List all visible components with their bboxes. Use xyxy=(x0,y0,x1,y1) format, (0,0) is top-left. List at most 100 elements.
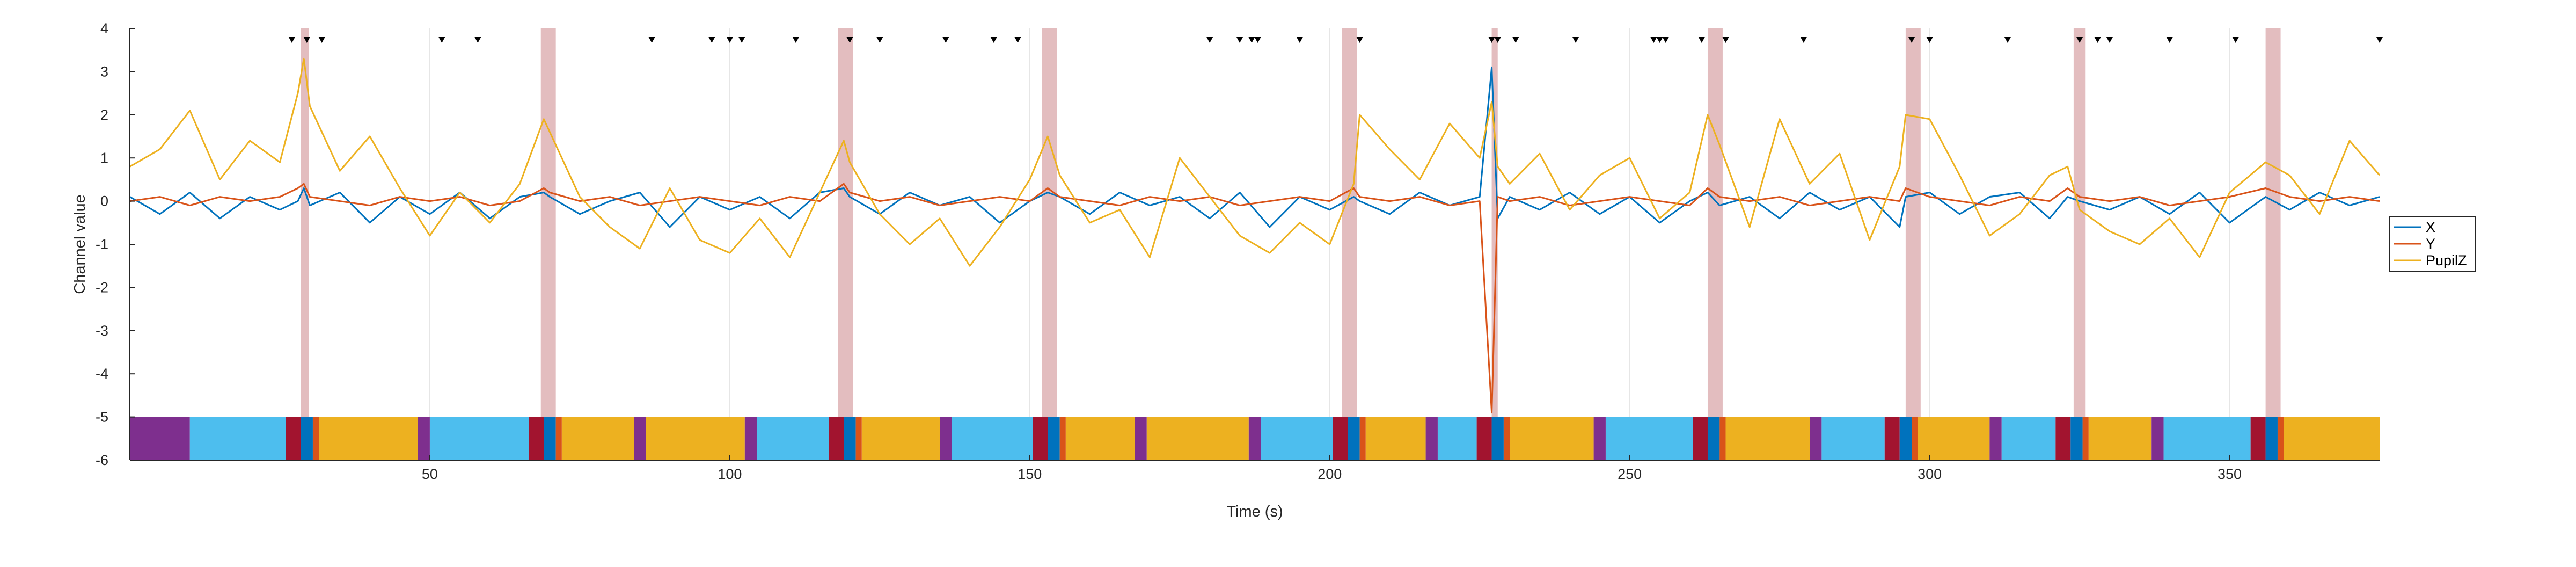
phase-segment xyxy=(189,417,286,460)
y-tick-label: 1 xyxy=(100,150,108,166)
x-tick-label: 300 xyxy=(1918,466,1942,482)
event-marker xyxy=(1662,37,1669,43)
phase-segment xyxy=(1059,417,1066,460)
event-marker xyxy=(2166,37,2173,43)
highlight-band xyxy=(1042,28,1057,460)
phase-segment xyxy=(829,417,844,460)
event-marker xyxy=(708,37,715,43)
event-marker xyxy=(2106,37,2113,43)
phase-segment xyxy=(1719,417,1726,460)
event-marker xyxy=(1698,37,1705,43)
phase-segment xyxy=(1693,417,1708,460)
phase-segment xyxy=(855,417,862,460)
series-line-x xyxy=(129,66,2380,228)
y-tick-label: -1 xyxy=(96,236,108,252)
phase-segment xyxy=(940,417,952,460)
phase-segment xyxy=(1248,417,1261,460)
phase-segment xyxy=(1491,417,1504,460)
phase-segment xyxy=(1365,417,1426,460)
event-marker xyxy=(846,37,853,43)
phase-segment xyxy=(1425,417,1438,460)
y-tick-label: -5 xyxy=(96,409,108,425)
phase-segment xyxy=(1146,417,1249,460)
event-marker xyxy=(1908,37,1915,43)
phase-segment xyxy=(529,417,544,460)
legend-label: X xyxy=(2426,219,2435,235)
event-marker xyxy=(1488,37,1495,43)
phase-segment xyxy=(1048,417,1060,460)
phase-segment xyxy=(1899,417,1912,460)
phase-segment xyxy=(2277,417,2284,460)
event-marker xyxy=(1254,37,1261,43)
event-marker xyxy=(1236,37,1243,43)
phase-segment xyxy=(301,417,313,460)
phase-segment xyxy=(286,417,301,460)
phase-bar xyxy=(130,417,2380,460)
x-tick-label: 250 xyxy=(1618,466,1642,482)
phase-segment xyxy=(1918,417,1990,460)
series-line-y xyxy=(129,183,2380,414)
event-marker xyxy=(1650,37,1657,43)
phase-segment xyxy=(2082,417,2089,460)
phase-segment xyxy=(312,417,319,460)
phase-segment xyxy=(1593,417,1606,460)
event-marker xyxy=(1296,37,1303,43)
phase-segment xyxy=(1821,417,1885,460)
phase-segment xyxy=(2265,417,2278,460)
x-tick-label: 50 xyxy=(422,466,438,482)
y-tick-label: -6 xyxy=(96,452,108,468)
event-marker xyxy=(1512,37,1519,43)
highlight-band xyxy=(1491,28,1498,460)
phase-segment xyxy=(634,417,646,460)
phase-segment xyxy=(1912,417,1918,460)
phase-segment xyxy=(1437,417,1477,460)
highlight-band xyxy=(1342,28,1357,460)
axes: -6 -5 -4 -3 -2 -1 0 1 2 3 4 50 100 150 200 250 300 350 xyxy=(96,20,2380,482)
y-tick-label: 0 xyxy=(100,193,108,209)
x-tick-label: 350 xyxy=(2218,466,2242,482)
event-marker xyxy=(726,37,733,43)
event-marker xyxy=(1494,37,1501,43)
phase-segment xyxy=(1348,417,1360,460)
legend-label: Y xyxy=(2426,236,2435,252)
y-tick-label: 2 xyxy=(100,107,108,123)
event-marker xyxy=(1356,37,1363,43)
series-lines xyxy=(129,57,2381,414)
phase-segment xyxy=(757,417,829,460)
legend-label: PupilZ xyxy=(2426,252,2467,268)
phase-segment xyxy=(2088,417,2152,460)
phase-segment xyxy=(1135,417,1147,460)
event-marker xyxy=(1572,37,1579,43)
y-tick-label: -4 xyxy=(96,366,108,382)
phase-segment xyxy=(1033,417,1048,460)
phase-segment xyxy=(844,417,856,460)
phase-segment xyxy=(1359,417,1366,460)
phase-segment xyxy=(1989,417,2002,460)
event-marker xyxy=(288,37,295,43)
y-tick-label: -2 xyxy=(96,279,108,295)
phase-segment xyxy=(1707,417,1720,460)
highlight-band xyxy=(1905,28,1921,460)
x-tick-label: 100 xyxy=(718,466,742,482)
phase-segment xyxy=(2163,417,2251,460)
event-marker xyxy=(1926,37,1933,43)
phase-segment xyxy=(1884,417,1900,460)
phase-segment xyxy=(1725,417,1810,460)
event-marker xyxy=(1800,37,1807,43)
event-marker xyxy=(474,37,481,43)
event-marker xyxy=(876,37,883,43)
y-tick-label: 4 xyxy=(100,20,108,37)
phase-segment xyxy=(418,417,430,460)
phase-segment xyxy=(952,417,1033,460)
phase-segment xyxy=(2151,417,2164,460)
highlight-band xyxy=(2073,28,2086,460)
event-marker xyxy=(942,37,949,43)
event-marker xyxy=(303,37,310,43)
phase-segment xyxy=(2001,417,2056,460)
event-marker xyxy=(438,37,445,43)
highlight-band xyxy=(1707,28,1723,460)
event-marker xyxy=(1206,37,1213,43)
highlight-band xyxy=(301,28,309,460)
